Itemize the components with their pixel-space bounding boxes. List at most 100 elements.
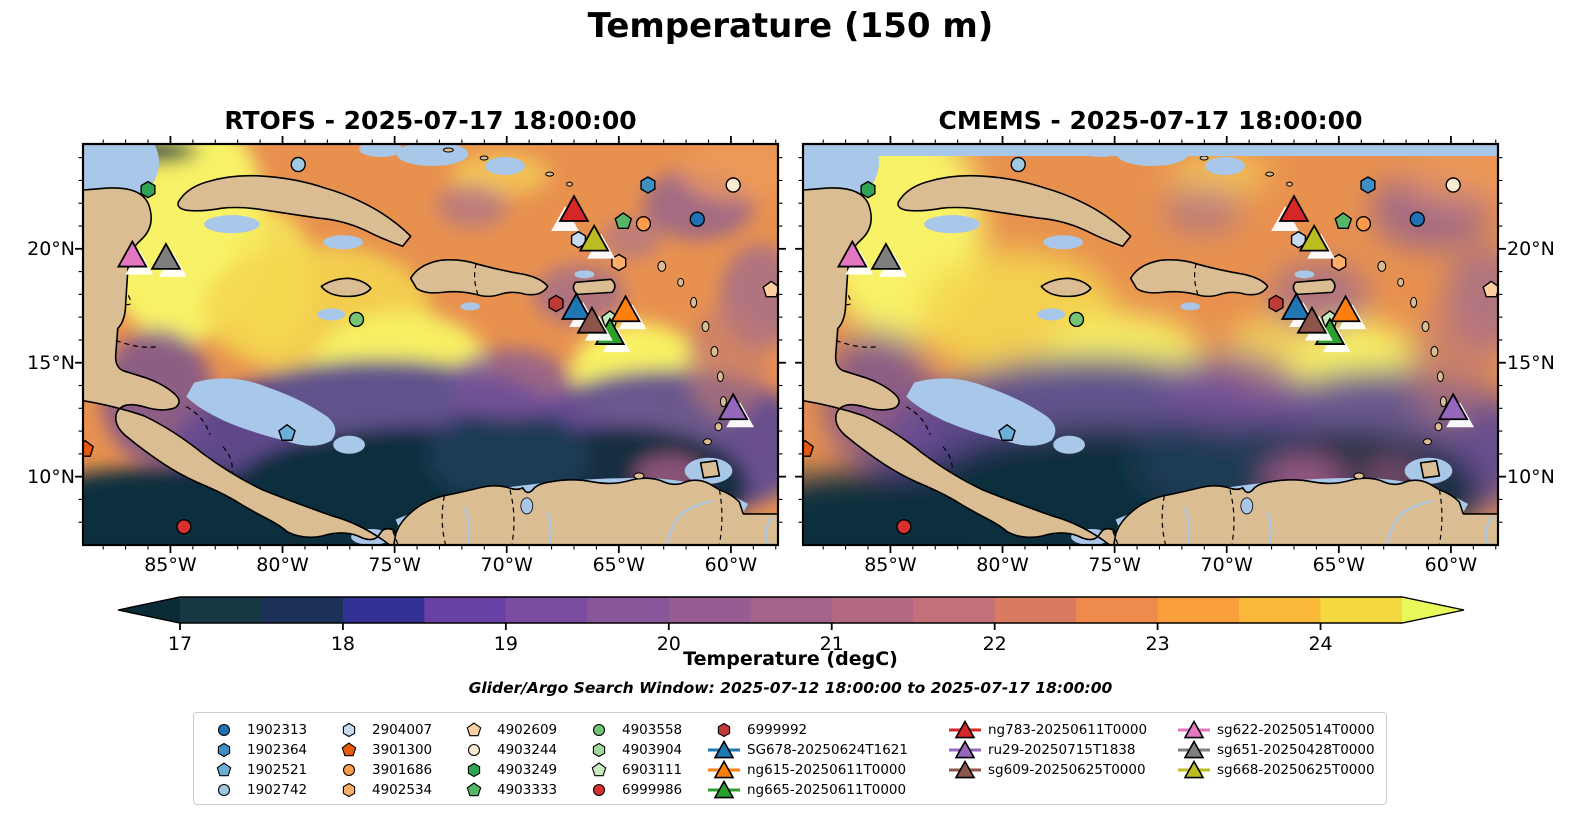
1902313-marker <box>217 723 231 737</box>
legend-entry-1902521: 1902521 <box>207 759 307 781</box>
legend-label: 6999986 <box>622 782 683 798</box>
4903904-marker <box>592 742 606 758</box>
x-tick-label: 70°W <box>480 554 533 576</box>
legend-entry-1902742: 1902742 <box>207 779 307 801</box>
colorbar-svg <box>117 596 1465 630</box>
circle-icon <box>217 723 231 737</box>
6999986-marker <box>592 783 606 797</box>
legend-entry-SG678-20250624T1621: SG678-20250624T1621 <box>707 739 908 761</box>
1902313-marker <box>689 211 705 227</box>
4903249-marker <box>140 180 156 199</box>
x-tick-label: 85°W <box>864 554 917 576</box>
x-tick-label: 60°W <box>1424 554 1478 576</box>
y-tick-label: 10°N <box>27 465 75 488</box>
legend-entry-1902313: 1902313 <box>207 719 307 741</box>
triangle-icon <box>1178 739 1210 759</box>
1902521-marker <box>278 423 296 441</box>
legend-entry-sg622-20250514T0000: sg622-20250514T0000 <box>1177 719 1375 741</box>
y-tick-label: 15°N <box>1507 351 1555 374</box>
triangle-icon <box>708 779 740 799</box>
3901300-marker <box>341 742 357 757</box>
4903244-marker <box>1445 177 1461 193</box>
circle-icon <box>467 743 481 757</box>
y-tick-label: 20°N <box>1507 237 1555 260</box>
6999992-marker <box>1268 294 1284 313</box>
6999986-marker <box>896 519 912 535</box>
triangle-icon <box>708 759 740 779</box>
legend-label: ng783-20250611T0000 <box>988 722 1148 738</box>
triangle-icon <box>949 719 981 739</box>
colorbar <box>117 596 1465 631</box>
legend-entry-ng665-20250611T0000: ng665-20250611T0000 <box>707 779 906 801</box>
cmems-map-svg <box>795 135 1506 554</box>
legend-label: sg651-20250428T0000 <box>1217 742 1375 758</box>
hexagon-icon <box>717 722 731 738</box>
3901686-marker <box>342 763 356 777</box>
triangle-icon <box>1178 759 1210 779</box>
legend-entry-sg668-20250625T0000: sg668-20250625T0000 <box>1177 759 1375 781</box>
x-tick-label: 85°W <box>144 554 197 576</box>
colorbar-tick-label: 20 <box>656 633 681 655</box>
legend-label: sg622-20250514T0000 <box>1217 722 1375 738</box>
hexagon-icon <box>592 742 606 758</box>
legend-label: sg609-20250625T0000 <box>988 762 1146 778</box>
legend-entry-4902609: 4902609 <box>457 719 557 741</box>
4903249-marker <box>467 762 481 778</box>
triangle-icon <box>949 739 981 759</box>
ng783-20250611T0000-marker <box>1278 194 1310 222</box>
triangle-icon <box>949 759 981 779</box>
SG678-20250624T1621-marker <box>1280 292 1312 320</box>
colorbar-tick-label: 24 <box>1308 633 1333 655</box>
search-window-subtitle: Glider/Argo Search Window: 2025-07-12 18… <box>468 679 1113 697</box>
pentagon-icon <box>341 742 357 757</box>
cmems-panel-title: CMEMS - 2025-07-17 18:00:00 <box>938 106 1363 135</box>
sg651-20250428T0000-marker <box>870 242 902 270</box>
1902742-marker <box>217 783 231 797</box>
legend-label: 4903333 <box>497 782 558 798</box>
x-tick-label: 75°W <box>1088 554 1141 576</box>
legend-entry-4903904: 4903904 <box>582 739 682 761</box>
legend-entry-4903244: 4903244 <box>457 739 557 761</box>
sg651-20250428T0000-marker <box>150 242 182 270</box>
circle-icon <box>592 723 606 737</box>
legend-entry-4903558: 4903558 <box>582 719 682 741</box>
pentagon-icon <box>216 762 232 777</box>
ng615-20250611T0000-marker <box>1330 294 1361 323</box>
1902521-marker <box>216 762 232 777</box>
legend-label: ng615-20250611T0000 <box>747 762 907 778</box>
2904007-marker <box>342 722 356 738</box>
circle-icon <box>217 783 231 797</box>
legend-label: ru29-20250715T1838 <box>988 742 1136 758</box>
platform-legend: 1902313 1902364 1902521 1902742 2904007 39013… <box>193 712 1387 805</box>
colorbar-tick-label: 17 <box>167 633 193 655</box>
legend-label: SG678-20250624T1621 <box>747 742 908 758</box>
figure-title: Temperature (150 m) <box>587 6 994 46</box>
hexagon-icon <box>467 762 481 778</box>
x-tick-label: 70°W <box>1200 554 1253 576</box>
x-tick-label: 65°W <box>1312 554 1366 576</box>
6903111-marker <box>591 762 607 777</box>
colorbar-tick-label: 23 <box>1145 633 1170 655</box>
pentagon-icon <box>591 762 607 777</box>
sg622-20250514T0000-marker <box>836 239 868 268</box>
4903244-marker <box>467 743 481 757</box>
4902609-marker <box>466 722 482 737</box>
legend-entry-sg651-20250428T0000: sg651-20250428T0000 <box>1177 739 1375 761</box>
triangle-icon <box>1178 719 1210 739</box>
sg622-20250514T0000-marker <box>116 239 148 268</box>
legend-label: sg668-20250625T0000 <box>1217 762 1375 778</box>
x-tick-label: 80°W <box>976 554 1029 576</box>
ng615-20250611T0000-marker <box>610 294 641 323</box>
x-tick-label: 60°W <box>704 554 758 576</box>
colorbar-tick-label: 19 <box>493 633 518 655</box>
legend-label: 1902521 <box>247 762 308 778</box>
sg609-20250625T0000-marker <box>1296 305 1328 334</box>
1902364-marker <box>1360 176 1376 194</box>
legend-label: 4903249 <box>497 762 558 778</box>
legend-entry-6903111: 6903111 <box>582 759 682 781</box>
legend-label: 1902364 <box>247 742 308 758</box>
rtofs-panel-title: RTOFS - 2025-07-17 18:00:00 <box>224 106 637 135</box>
6999992-marker <box>548 294 564 313</box>
3901686-marker <box>1355 216 1372 232</box>
pentagon-icon <box>466 722 482 737</box>
